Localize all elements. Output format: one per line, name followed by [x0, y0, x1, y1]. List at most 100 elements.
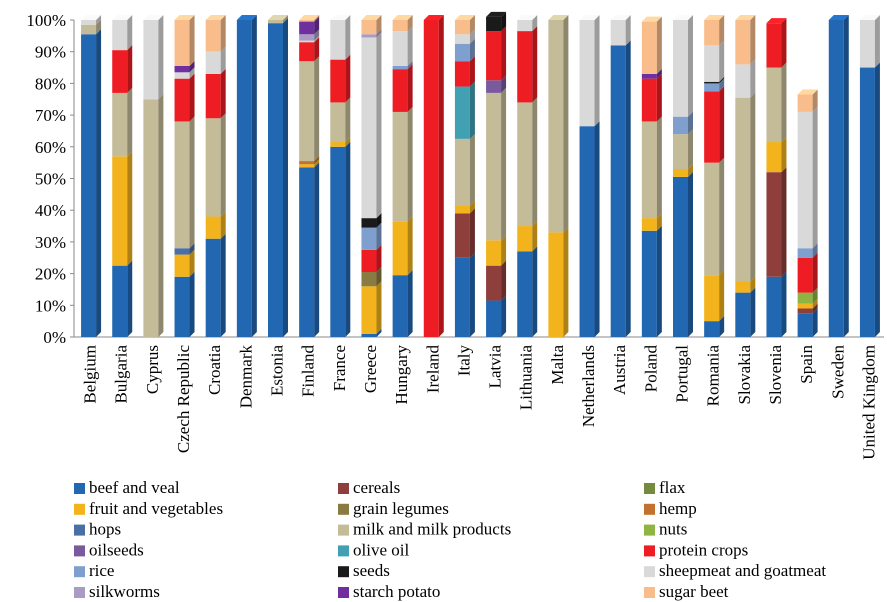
bar-segment	[299, 167, 315, 337]
bar-segment-side	[158, 94, 164, 337]
bar-segment-side	[812, 252, 818, 293]
bar-segment	[454, 213, 470, 258]
bar-segment-side	[407, 26, 413, 66]
bar-segment-side	[594, 15, 600, 127]
bar-segment-side	[625, 15, 631, 46]
legend-swatch	[644, 503, 655, 515]
bar-segment-top	[486, 11, 507, 17]
x-category-label: Denmark	[236, 345, 255, 409]
bar-segment	[81, 34, 97, 337]
bar-segment	[454, 205, 470, 214]
bar-segment	[392, 111, 408, 222]
bar-segment-side	[96, 15, 102, 25]
bar-segment	[174, 276, 190, 337]
legend-label: seeds	[353, 561, 390, 580]
legend-label: rice	[89, 561, 114, 580]
bar-segment-side	[532, 97, 538, 227]
bar-segment	[392, 275, 408, 337]
bar-segment-side	[376, 328, 382, 337]
bar-segment-side	[469, 38, 475, 62]
bar-segment	[454, 61, 470, 87]
bar-segment-side	[719, 270, 725, 322]
bar-segment-side	[532, 15, 538, 32]
bar-segment-top	[174, 15, 195, 20]
bar-segment	[486, 240, 502, 266]
bar-segment-side	[314, 15, 320, 22]
x-category-label: Slovakia	[735, 345, 754, 405]
bar-segment-side	[314, 162, 320, 337]
legend-label: sheepmeat and goatmeat	[659, 561, 826, 580]
bar-segment	[766, 67, 782, 143]
bar-segment-top	[641, 16, 662, 22]
bar-segment	[392, 65, 408, 70]
bar-segment-side	[812, 89, 818, 112]
bar-segment-top	[112, 15, 133, 20]
bar-segment-side	[189, 67, 195, 79]
bar-segment-side	[314, 29, 320, 41]
bar-segment	[174, 254, 190, 277]
bar-segment	[673, 134, 688, 169]
bar-segment	[454, 257, 470, 337]
legend-swatch	[644, 524, 655, 536]
bar-segment	[174, 20, 190, 66]
bar-segment-side	[345, 141, 351, 337]
bar-segment-side	[719, 316, 725, 337]
bar-segment	[330, 146, 346, 337]
bar-segment	[205, 118, 221, 217]
bar-segment	[486, 265, 502, 301]
legend: beef and veal cereals flax fruit and vegeta…	[74, 478, 826, 601]
bar-segment	[174, 65, 190, 73]
bar-segment	[766, 23, 782, 68]
y-tick-label: 40%	[35, 201, 66, 220]
bar-segment-side	[719, 157, 725, 276]
bar-segment	[486, 300, 502, 337]
y-tick-label: 100%	[26, 11, 66, 30]
bar-segment-side	[283, 15, 288, 24]
bar-segment-side	[563, 15, 569, 233]
bar-segment-side	[750, 15, 756, 65]
bar-segment-side	[469, 252, 475, 337]
y-tick-label: 50%	[35, 170, 66, 189]
legend-swatch	[338, 545, 349, 557]
bar-segment	[81, 20, 97, 25]
bar-segment-side	[314, 156, 320, 165]
bar-segment-side	[127, 260, 133, 337]
bar-segment-side	[719, 78, 725, 92]
bar-segment-top	[859, 15, 880, 20]
bar-segment	[673, 176, 688, 337]
bar-segment	[454, 138, 470, 206]
bar-segment	[361, 249, 377, 273]
bar-segment	[735, 292, 751, 337]
bar-segment	[766, 172, 782, 277]
bar-segment-top	[236, 15, 257, 20]
bar-segment-side	[407, 216, 413, 276]
bar-segment-side	[469, 56, 475, 87]
bar-segment-side	[189, 271, 195, 337]
x-category-label: Latvia	[486, 345, 505, 389]
legend-label: oilseeds	[89, 540, 144, 559]
bar-segment-top	[797, 89, 818, 95]
bar-segment-side	[532, 26, 538, 103]
y-tick-label: 20%	[35, 265, 66, 284]
x-category-label: Malta	[548, 345, 567, 385]
legend-label: milk and milk products	[353, 520, 511, 539]
bar-segment	[268, 20, 283, 24]
bar-segment-side	[189, 243, 195, 255]
bar-segment	[797, 257, 813, 293]
bar-segment-side	[376, 222, 382, 250]
bar-segment-side	[220, 68, 226, 119]
bar-segment-side	[532, 221, 538, 252]
legend-swatch	[338, 483, 349, 494]
bar-segment-top	[828, 15, 849, 20]
legend-swatch	[74, 566, 85, 578]
bar-segment	[112, 265, 128, 337]
bar-segment	[704, 45, 720, 82]
bar-segment	[517, 31, 533, 103]
bar-segment-side	[812, 298, 818, 309]
bar-segment-side	[189, 116, 195, 249]
x-category-label: Austria	[610, 345, 629, 396]
x-category-label: Romania	[704, 345, 723, 407]
bar-segment-side	[750, 287, 756, 337]
bar-segment-side	[220, 46, 226, 74]
bar-segment-side	[688, 15, 693, 117]
